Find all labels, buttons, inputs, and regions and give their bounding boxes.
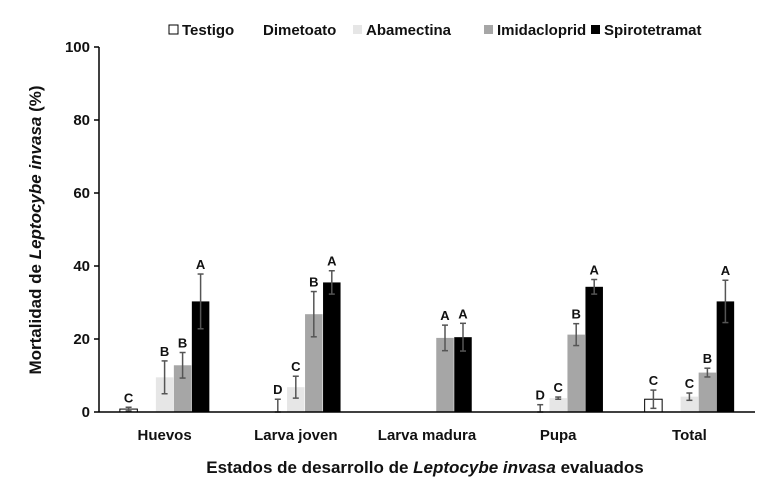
y-axis: 0 20 40 60 80 100 <box>65 39 100 421</box>
legend-label: Spirotetramat <box>604 22 702 39</box>
x-tick-label: Larva madura <box>378 427 477 444</box>
legend: Testigo Dimetoato Abamectina Imidacloprid Sp… <box>168 22 702 39</box>
legend-swatch <box>168 24 179 35</box>
bar <box>698 372 717 412</box>
bar <box>680 396 699 412</box>
x-axis-title: Estados de desarrollo de Leptocybe invas… <box>206 458 643 477</box>
significance-label: C <box>649 373 659 388</box>
bar <box>191 301 210 412</box>
bar <box>716 301 735 412</box>
legend-swatch <box>353 25 362 34</box>
y-axis-title-part: Mortalidad de <box>26 259 45 374</box>
y-axis-title-unit: (%) <box>26 85 45 116</box>
y-tick-label: 0 <box>82 404 90 421</box>
bar <box>305 314 323 412</box>
bar <box>436 337 454 412</box>
x-axis-title-end: evaluados <box>556 458 644 477</box>
x-axis-title-part: Estados de desarrollo de <box>206 458 413 477</box>
x-tick-label: Huevos <box>138 427 192 444</box>
legend-label: Imidacloprid <box>497 22 586 39</box>
legend-label: Testigo <box>182 22 234 39</box>
significance-label: D <box>536 388 545 403</box>
x-tick-label: Pupa <box>540 427 577 444</box>
x-tick-label: Larva joven <box>254 427 337 444</box>
legend-swatch <box>484 25 493 34</box>
bar <box>454 337 472 412</box>
x-tick-label: Total <box>672 427 707 444</box>
significance-label: D <box>273 382 282 397</box>
significance-label: A <box>590 263 600 278</box>
bar <box>549 398 567 412</box>
significance-label: A <box>721 263 731 278</box>
legend-label: Dimetoato <box>263 22 336 39</box>
significance-label: C <box>554 380 564 395</box>
y-tick-label: 80 <box>73 112 90 129</box>
bar <box>585 286 603 412</box>
bar <box>155 377 174 412</box>
significance-label: A <box>458 306 468 321</box>
significance-label: B <box>309 275 318 290</box>
y-tick-label: 40 <box>73 258 90 275</box>
y-tick-label: 60 <box>73 185 90 202</box>
x-axis-title-species: Leptocybe invasa <box>413 458 556 477</box>
significance-label: B <box>572 307 581 322</box>
significance-label: A <box>440 308 450 323</box>
bar <box>287 387 305 412</box>
legend-swatch <box>250 25 259 34</box>
y-axis-title-species: Leptocybe invasa <box>26 117 45 260</box>
bar <box>323 282 341 412</box>
significance-label: B <box>703 351 712 366</box>
y-tick-label: 20 <box>73 331 90 348</box>
significance-label: A <box>327 254 337 269</box>
significance-label: C <box>291 359 301 374</box>
legend-swatch <box>591 25 600 34</box>
significance-label: B <box>160 344 169 359</box>
bar <box>173 365 192 412</box>
significance-label: C <box>124 390 134 405</box>
x-axis: Huevos Larva joven Larva madura Pupa Total <box>99 411 755 444</box>
legend-label: Abamectina <box>366 22 452 39</box>
significance-label: C <box>685 376 695 391</box>
y-tick-label: 100 <box>65 39 90 56</box>
significance-label: B <box>178 336 187 351</box>
bar <box>567 334 585 412</box>
y-axis-title: Mortalidad de Leptocybe invasa (%) <box>26 85 45 374</box>
significance-label: A <box>196 257 206 272</box>
